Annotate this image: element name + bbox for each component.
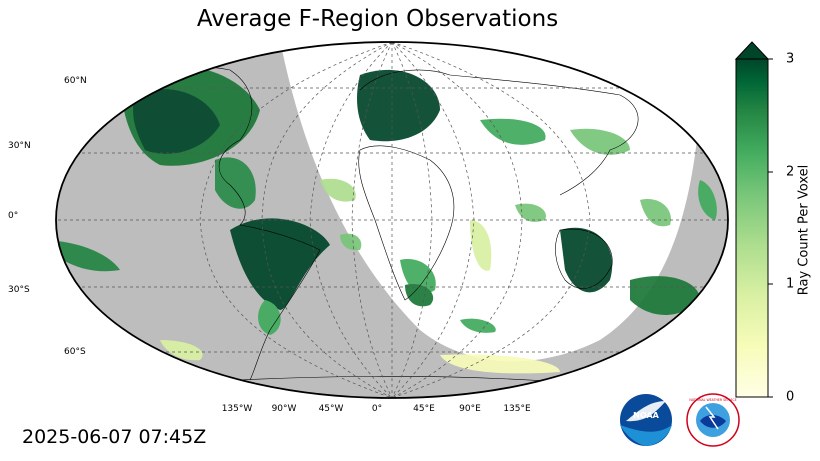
colorbar-tick-2: 2 (786, 164, 795, 180)
nws-text: NATIONAL WEATHER SERVICE (689, 398, 736, 402)
colorbar-tick-1: 1 (786, 276, 795, 292)
lat-label-30n: 30°N (8, 141, 31, 151)
lon-label-90w: 90°W (271, 404, 297, 414)
noaa-text: NOAA (633, 411, 659, 420)
lat-label-60n: 60°N (64, 76, 87, 86)
timestamp: 2025-06-07 07:45Z (22, 426, 207, 448)
lon-label-135e: 135°E (503, 404, 531, 414)
lon-label-90e: 90°E (459, 404, 481, 414)
agency-logos: NOAA NATIONAL WEATHER SERVICE (620, 393, 740, 447)
globe-outline (55, 41, 729, 399)
colorbar-label: Ray Count Per Voxel (796, 164, 812, 296)
lat-label-60s: 60°S (64, 347, 86, 357)
colorbar-tick-0: 0 (786, 389, 795, 405)
lon-label-45e: 45°E (413, 404, 435, 414)
lon-label-135w: 135°W (221, 404, 253, 414)
noaa-logo: NOAA (620, 394, 672, 446)
lon-label-45w: 45°W (318, 404, 344, 414)
lat-label-30s: 30°S (8, 285, 30, 295)
colorbar-extend-arrow (734, 41, 770, 60)
colorbar (734, 41, 773, 398)
lon-label-0: 0° (371, 404, 383, 414)
lat-label-0: 0° (8, 211, 19, 221)
colorbar-tick-3: 3 (786, 51, 795, 67)
map-title: Average F-Region Observations (196, 6, 559, 32)
colorbar-gradient (735, 58, 769, 398)
nws-logo: NATIONAL WEATHER SERVICE (686, 393, 740, 447)
